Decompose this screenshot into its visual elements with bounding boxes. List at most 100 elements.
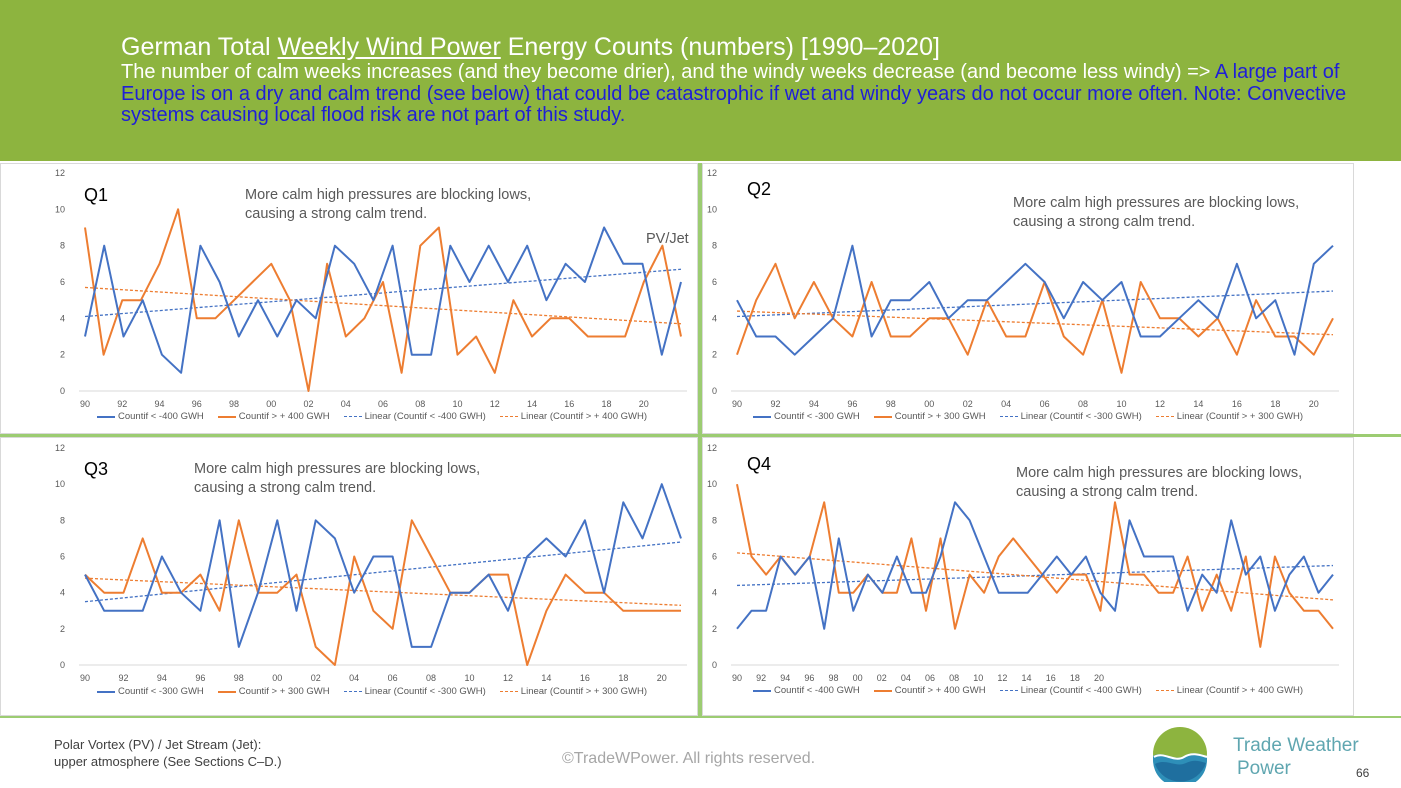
series-line bbox=[84, 226, 682, 374]
chart-panel-q3: 0 2 4 6 8 10 12 90 92 94 96 98 00 02 04 06 08 10 12 14 16 18 2… bbox=[0, 437, 698, 716]
legend-label: Linear (Countif < -300 GWH) bbox=[364, 686, 486, 697]
legend-swatch bbox=[499, 691, 518, 692]
y-tick-label: 8 bbox=[60, 241, 65, 251]
legend-item: Countif > + 400 GWH bbox=[217, 411, 330, 422]
x-tick-label: 18 bbox=[618, 673, 628, 683]
x-tick-label: 02 bbox=[963, 399, 973, 409]
legend-swatch bbox=[999, 416, 1018, 417]
x-tick-label: 14 bbox=[1022, 673, 1032, 683]
chart-legend: Countif < -400 GWH Countif > + 400 GWH Lin… bbox=[97, 411, 647, 422]
y-tick-label: 6 bbox=[712, 552, 717, 562]
legend-item: Countif < -300 GWH bbox=[753, 411, 860, 422]
chart-annotation: More calm high pressures are blocking lo… bbox=[1013, 195, 1300, 230]
y-tick-label: 0 bbox=[60, 386, 65, 396]
y-tick-label: 10 bbox=[707, 479, 717, 489]
x-tick-label: 08 bbox=[415, 399, 425, 409]
trend-line bbox=[736, 290, 1334, 318]
legend-item: Linear (Countif < -300 GWH) bbox=[999, 411, 1142, 422]
x-tick-label: 10 bbox=[973, 673, 983, 683]
y-tick-label: 6 bbox=[60, 552, 65, 562]
x-tick-label: 98 bbox=[829, 673, 839, 683]
x-tick-label: 94 bbox=[809, 399, 819, 409]
chart-panel-q4: 0 2 4 6 8 10 12 90 92 94 96 98 00 02 04 06 08 10 12 14 16 18 2… bbox=[702, 437, 1354, 716]
y-tick-label: 2 bbox=[60, 624, 65, 634]
trend-line bbox=[84, 268, 682, 318]
y-tick-label: 10 bbox=[55, 204, 65, 214]
chart-annotation: More calm high pressures are blocking lo… bbox=[194, 461, 481, 496]
x-tick-label: 04 bbox=[1001, 399, 1011, 409]
legend-label: Linear (Countif > + 400 GWH) bbox=[1176, 685, 1303, 696]
x-tick-label: 16 bbox=[1046, 673, 1056, 683]
x-tick-label: 12 bbox=[503, 673, 513, 683]
y-tick-label: 8 bbox=[712, 241, 717, 251]
x-tick-label: 96 bbox=[192, 399, 202, 409]
chart-legend: Countif < -400 GWH Countif > + 400 GWH Lin… bbox=[753, 685, 1303, 696]
trend-line bbox=[84, 577, 682, 606]
legend-swatch bbox=[217, 415, 236, 418]
chart-label: Q2 bbox=[747, 179, 772, 199]
x-tick-label: 14 bbox=[1193, 399, 1203, 409]
divider-horizontal bbox=[0, 434, 1401, 437]
x-tick-label: 92 bbox=[770, 399, 780, 409]
x-tick-label: 16 bbox=[564, 399, 574, 409]
y-tick-label: 4 bbox=[60, 588, 65, 598]
x-tick-label: 18 bbox=[1270, 399, 1280, 409]
legend-item: Linear (Countif < -400 GWH) bbox=[999, 685, 1142, 696]
y-tick-label: 2 bbox=[712, 624, 717, 634]
x-tick-label: 96 bbox=[195, 673, 205, 683]
legend-label: Linear (Countif > + 300 GWH) bbox=[520, 686, 647, 697]
x-tick-label: 92 bbox=[117, 399, 127, 409]
header-banner: German Total Weekly Wind Power Energy Co… bbox=[0, 0, 1401, 161]
chart-legend: Countif < -300 GWH Countif > + 300 GWH Lin… bbox=[97, 686, 647, 697]
x-tick-label: 18 bbox=[1070, 673, 1080, 683]
x-tick-label: 00 bbox=[266, 399, 276, 409]
x-tick-label: 92 bbox=[118, 673, 128, 683]
x-tick-label: 18 bbox=[601, 399, 611, 409]
x-tick-label: 90 bbox=[732, 399, 742, 409]
x-tick-label: 98 bbox=[886, 399, 896, 409]
x-tick-label: 90 bbox=[80, 399, 90, 409]
footer-note: Polar Vortex (PV) / Jet Stream (Jet): upp… bbox=[54, 737, 282, 769]
x-tick-label: 12 bbox=[1155, 399, 1165, 409]
x-tick-label: 94 bbox=[157, 673, 167, 683]
x-tick-label: 12 bbox=[490, 399, 500, 409]
y-tick-label: 6 bbox=[60, 277, 65, 287]
y-tick-label: 0 bbox=[712, 660, 717, 670]
legend-item: Linear (Countif > + 300 GWH) bbox=[1155, 411, 1303, 422]
x-tick-label: 06 bbox=[388, 673, 398, 683]
series-line bbox=[736, 244, 1334, 356]
chart-legend: Countif < -300 GWH Countif > + 300 GWH Lin… bbox=[753, 411, 1303, 422]
chart-panel-q1: 0 2 4 6 8 10 12 90 92 94 96 98 00 02 04 06 08 10 12 14 16 18 2… bbox=[0, 163, 698, 434]
y-tick-label: 0 bbox=[60, 660, 65, 670]
x-tick-label: 04 bbox=[901, 673, 911, 683]
divider-vertical bbox=[698, 163, 702, 716]
legend-item: Linear (Countif > + 300 GWH) bbox=[499, 686, 647, 697]
page-number: 66 bbox=[1356, 766, 1370, 780]
x-tick-label: 02 bbox=[303, 399, 313, 409]
subtitle-highlight: A large part of Europe is on a dry and c… bbox=[121, 61, 1347, 126]
legend-swatch bbox=[753, 689, 771, 692]
trade-weather-power-logo-icon bbox=[1153, 727, 1208, 782]
legend-item: Countif > + 300 GWH bbox=[217, 686, 330, 697]
copyright-text: ©TradeWPower. All rights reserved. bbox=[562, 750, 816, 767]
chart-annotation: More calm high pressures are blocking lo… bbox=[245, 187, 532, 222]
x-tick-label: 10 bbox=[465, 673, 475, 683]
x-tick-label: 98 bbox=[229, 399, 239, 409]
legend-swatch bbox=[999, 690, 1018, 691]
y-tick-label: 12 bbox=[55, 443, 65, 453]
trend-line bbox=[736, 552, 1334, 601]
x-tick-label: 96 bbox=[847, 399, 857, 409]
series-line bbox=[84, 208, 682, 392]
x-tick-label: 02 bbox=[877, 673, 887, 683]
legend-item: Countif < -400 GWH bbox=[97, 411, 204, 422]
title-link: Weekly Wind Power bbox=[277, 33, 501, 61]
y-tick-label: 2 bbox=[712, 350, 717, 360]
x-tick-label: 10 bbox=[1117, 399, 1127, 409]
x-tick-label: 00 bbox=[272, 673, 282, 683]
x-tick-label: 98 bbox=[234, 673, 244, 683]
x-tick-label: 20 bbox=[657, 673, 667, 683]
trend-line bbox=[736, 310, 1334, 336]
